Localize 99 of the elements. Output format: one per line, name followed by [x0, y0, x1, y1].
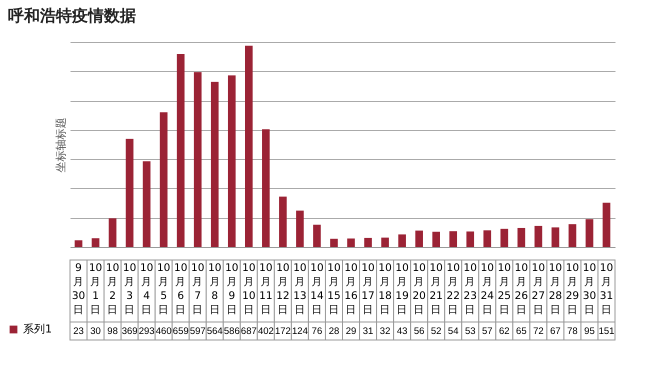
x-tick-label: 10月7日 — [191, 262, 204, 316]
data-label: 67 — [550, 326, 561, 337]
data-label: 76 — [312, 326, 322, 337]
data-label: 98 — [107, 326, 118, 337]
x-tick-label: 10月30日 — [582, 262, 596, 316]
data-label: 124 — [292, 326, 308, 337]
bar — [449, 231, 458, 247]
bar — [586, 219, 594, 247]
data-label: 460 — [156, 326, 172, 337]
data-label: 564 — [206, 326, 223, 337]
data-label: 28 — [328, 326, 340, 337]
legend-label: 系列1 — [23, 322, 52, 336]
bar — [228, 75, 236, 247]
data-label: 62 — [499, 326, 510, 337]
x-tick-label: 10月6日 — [174, 262, 188, 316]
data-label: 57 — [482, 326, 493, 337]
x-tick-label: 10月13日 — [293, 262, 307, 316]
bar — [262, 129, 270, 247]
x-tick-label: 10月25日 — [498, 262, 511, 316]
x-tick-label: 10月17日 — [361, 262, 375, 316]
data-label: 54 — [448, 326, 458, 337]
bar — [483, 230, 492, 247]
x-tick-label: 10月11日 — [259, 262, 273, 316]
bar — [466, 231, 474, 247]
data-label: 78 — [567, 326, 578, 337]
x-tick-label: 10月2日 — [106, 262, 120, 316]
x-tick-label: 10月5日 — [156, 262, 170, 316]
data-label: 597 — [190, 326, 206, 337]
data-label: 30 — [90, 326, 101, 337]
bar — [432, 232, 440, 247]
data-label: 23 — [73, 326, 84, 337]
bar — [347, 238, 355, 247]
data-label: 72 — [533, 326, 544, 337]
chart-title: 呼和浩特疫情数据 — [8, 6, 136, 25]
x-tick-label: 10月27日 — [532, 262, 546, 316]
x-tick-label: 10月10日 — [242, 262, 256, 316]
data-label: 369 — [122, 326, 138, 337]
x-tick-label: 10月31日 — [600, 262, 614, 316]
x-tick-label: 10月23日 — [464, 262, 477, 316]
data-label: 43 — [396, 326, 408, 337]
x-tick-label: 10月9日 — [225, 262, 238, 316]
x-tick-label: 10月28日 — [548, 262, 562, 316]
bar — [126, 138, 134, 247]
bar — [108, 218, 116, 247]
data-label: 659 — [172, 326, 189, 337]
bar — [364, 238, 372, 247]
bar — [534, 226, 542, 247]
data-label: 293 — [138, 326, 155, 337]
x-tick-label: 10月16日 — [344, 262, 358, 316]
bar — [313, 224, 321, 247]
x-tick-label: 10月22日 — [446, 262, 460, 316]
x-tick-label: 10月26日 — [514, 262, 528, 316]
data-label: 586 — [224, 326, 240, 337]
x-tick-label: 9月30日 — [72, 262, 86, 316]
x-tick-label: 10月1日 — [88, 262, 102, 316]
data-label: 151 — [598, 326, 614, 337]
bar — [415, 230, 423, 247]
bar — [296, 210, 304, 247]
data-label: 402 — [258, 326, 274, 337]
bar — [160, 112, 168, 247]
x-tick-label: 10月21日 — [429, 262, 443, 316]
x-tick-label: 10月29日 — [566, 262, 580, 316]
bar — [552, 227, 560, 247]
x-tick-label: 10月8日 — [208, 262, 222, 316]
bar — [568, 224, 576, 247]
bar — [500, 228, 508, 247]
x-tick-label: 10月14日 — [310, 262, 324, 316]
bar — [176, 54, 185, 247]
data-label: 53 — [464, 326, 476, 337]
x-tick-label: 10月24日 — [480, 262, 494, 316]
data-label: 52 — [430, 326, 442, 337]
x-tick-label: 10月18日 — [378, 262, 392, 316]
data-label: 31 — [362, 326, 374, 337]
bar — [74, 240, 82, 247]
bar — [142, 161, 150, 247]
bar — [279, 196, 287, 247]
data-label: 32 — [380, 326, 390, 337]
data-label: 172 — [274, 326, 291, 337]
data-label: 95 — [584, 326, 595, 337]
bar — [602, 202, 610, 247]
x-tick-label: 10月3日 — [122, 262, 136, 316]
x-tick-label: 10月15日 — [327, 262, 341, 316]
data-label: 56 — [414, 326, 424, 337]
bar — [244, 46, 253, 247]
bar — [92, 238, 100, 247]
data-label: 29 — [346, 326, 356, 337]
y-axis-title: 坐标轴标题 — [54, 118, 68, 172]
bar — [210, 82, 219, 247]
bar — [398, 234, 406, 247]
data-label: 687 — [240, 326, 257, 337]
x-tick-label: 10月4日 — [140, 262, 154, 316]
data-label: 65 — [516, 326, 527, 337]
bar — [517, 228, 526, 247]
bar — [194, 72, 202, 247]
bar — [330, 238, 338, 247]
x-tick-label: 10月12日 — [276, 262, 290, 316]
x-tick-label: 10月19日 — [395, 262, 409, 316]
bar — [381, 238, 389, 247]
x-tick-label: 10月20日 — [412, 262, 426, 316]
